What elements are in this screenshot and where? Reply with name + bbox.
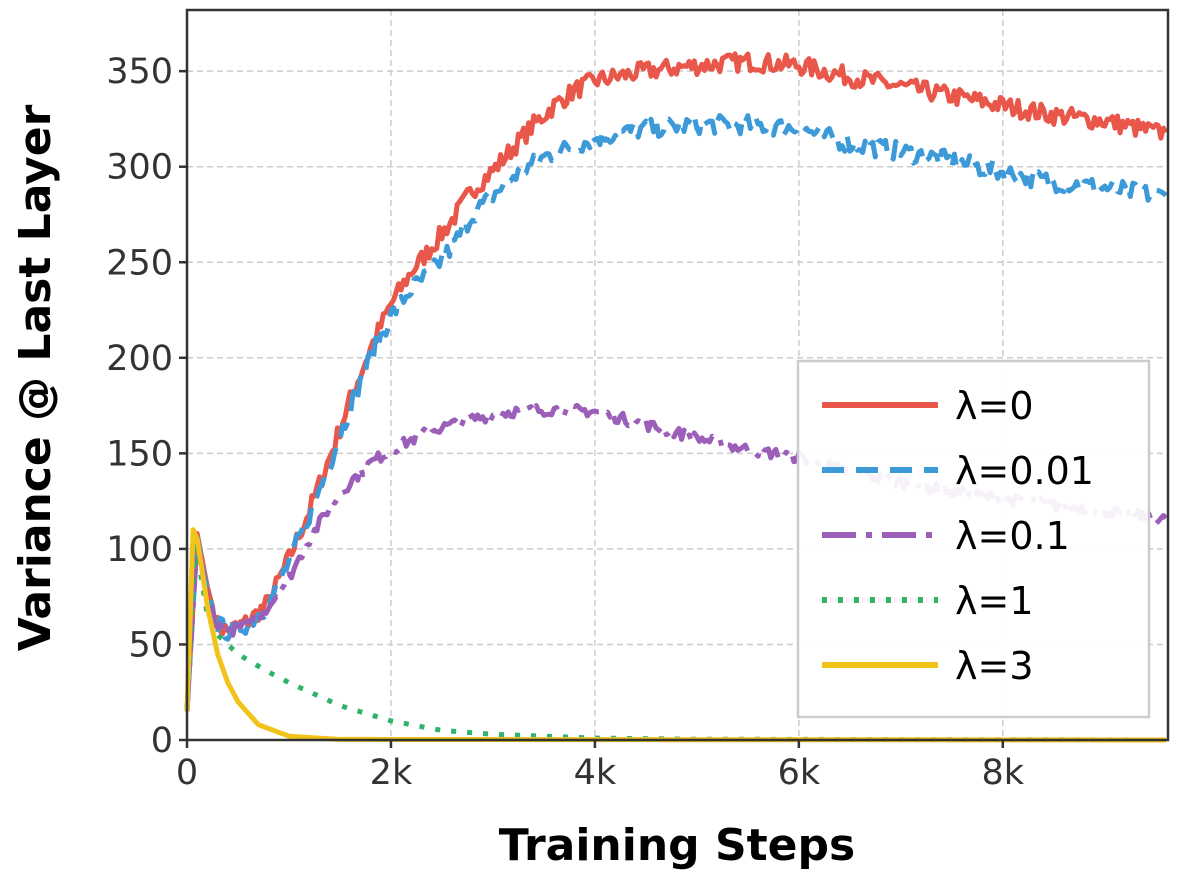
y-tick-label: 300: [106, 148, 173, 188]
y-tick-label: 250: [106, 243, 173, 283]
legend: λ=0 λ=0.01 λ=0.1 λ=1 λ=3: [796, 359, 1151, 719]
legend-label: λ=1: [955, 579, 1034, 623]
x-tick-label: 2k: [370, 753, 413, 793]
y-tick-label: 350: [106, 52, 173, 92]
x-tick-label: 6k: [778, 753, 821, 793]
x-tick-label: 4k: [574, 753, 617, 793]
legend-label: λ=0.01: [955, 449, 1094, 493]
y-axis-label: Variance @ Last Layer: [10, 104, 61, 651]
y-tick-label: 100: [106, 530, 173, 570]
y-tick-label: 50: [128, 625, 173, 665]
x-tick-label: 8k: [982, 753, 1025, 793]
x-tick-label: 0: [176, 753, 198, 793]
y-tick-label: 200: [106, 339, 173, 379]
y-tick-label: 150: [106, 434, 173, 474]
legend-label: λ=3: [955, 644, 1034, 688]
y-tick-label: 0: [151, 721, 173, 761]
legend-box: [796, 359, 1151, 719]
series-line-0: [184, 51, 1169, 712]
series-line-2: [184, 402, 1168, 712]
legend-label: λ=0.1: [955, 514, 1070, 558]
x-axis-label: Training Steps: [499, 820, 855, 871]
plot-frame: [185, 8, 1170, 742]
axes: 0 2k 4k 6k 8k 0 50 100 150 200 250 300 350: [106, 8, 1170, 793]
legend-label: λ=0: [955, 384, 1034, 428]
series-line-1: [184, 113, 1168, 712]
